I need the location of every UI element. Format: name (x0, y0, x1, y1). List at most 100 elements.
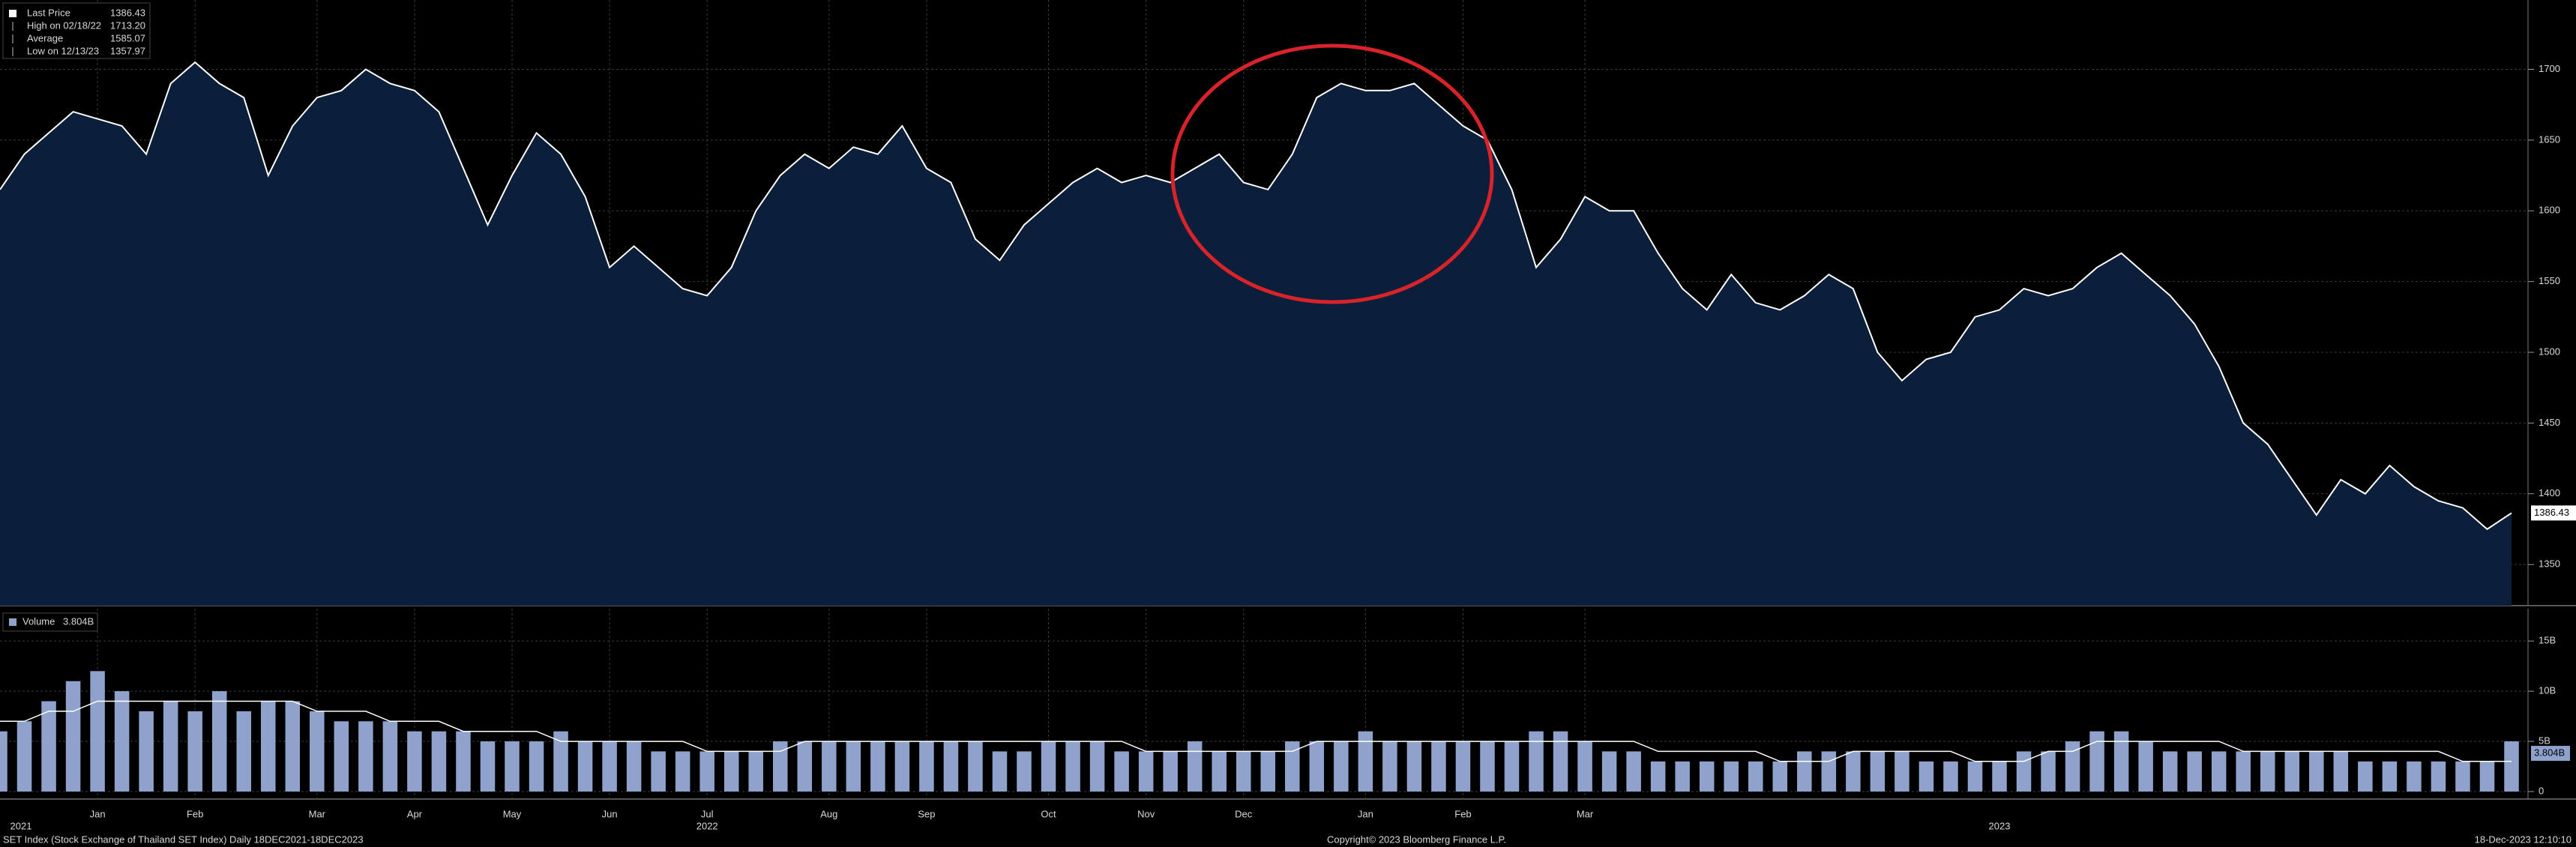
volume-bar (1821, 751, 1837, 792)
x-year-label: 2022 (696, 820, 718, 831)
volume-bar (431, 731, 447, 792)
volume-bar (2113, 731, 2129, 792)
volume-bar (1748, 761, 1763, 792)
volume-bar (919, 741, 934, 792)
y-tick-label: 10B (2539, 685, 2556, 696)
x-tick-label: Sep (918, 808, 935, 819)
volume-bar (1967, 761, 1983, 792)
volume-bar (1334, 741, 1349, 792)
legend-value: 1713.20 (110, 19, 145, 31)
y-tick-label: 1600 (2539, 205, 2560, 216)
legend-value: 1585.07 (110, 32, 145, 43)
volume-bar (1650, 761, 1666, 792)
volume-bar (1138, 751, 1154, 792)
legend-value: 3.804B (63, 615, 94, 627)
legend-value: 1357.97 (110, 45, 145, 56)
volume-bar (407, 731, 422, 792)
footer-right: 18-Dec-2023 12:10:10 (2475, 834, 2572, 845)
volume-bar (577, 741, 593, 792)
volume-bar (773, 741, 788, 792)
volume-bar (553, 731, 568, 792)
volume-bar (187, 711, 202, 792)
volume-bar (1358, 731, 1373, 792)
volume-bar (2041, 751, 2056, 792)
volume-bar (1626, 751, 1641, 792)
x-tick-label: Mar (1577, 808, 1594, 819)
volume-bar (2333, 751, 2349, 792)
volume-bar (1382, 741, 1397, 792)
volume-bar (894, 741, 910, 792)
legend-label: Last Price (27, 7, 70, 18)
volume-bar (2309, 751, 2324, 792)
volume-bar (0, 731, 7, 792)
volume-bar (699, 751, 714, 792)
volume-bar (2479, 761, 2495, 792)
volume-bar (1919, 761, 1934, 792)
volume-bar (2089, 731, 2104, 792)
volume-bar (2236, 751, 2251, 792)
volume-bar (1187, 741, 1203, 792)
volume-bar (1992, 761, 2007, 792)
y-tick-label: 0 (2539, 785, 2544, 796)
volume-bar (626, 741, 642, 792)
x-tick-label: Mar (309, 808, 326, 819)
volume-bar (651, 751, 666, 792)
volume-bar (2260, 751, 2275, 792)
volume-bar (1675, 761, 1690, 792)
volume-bar (602, 741, 617, 792)
x-tick-label: Jun (602, 808, 618, 819)
volume-bar (2504, 741, 2519, 792)
price-area (0, 62, 2512, 606)
y-tick-label: 1350 (2539, 558, 2560, 570)
volume-bar (16, 721, 32, 792)
legend-label: Volume (22, 615, 55, 627)
x-tick-label: Feb (1454, 808, 1471, 819)
legend-value: 1386.43 (110, 7, 145, 18)
volume-bar (2065, 741, 2080, 792)
volume-bar (2407, 761, 2422, 792)
x-tick-label: Apr (407, 808, 423, 819)
legend-label: Average (27, 32, 63, 43)
volume-bar (1260, 751, 1276, 792)
volume-bar (261, 701, 276, 792)
x-tick-label: Jul (701, 808, 714, 819)
y-tick-label: 1700 (2539, 63, 2560, 74)
volume-bar (1089, 741, 1105, 792)
volume-bar (236, 711, 251, 792)
legend-label: Low on 12/13/23 (27, 45, 99, 56)
volume-bar (2138, 741, 2153, 792)
x-year-label: 2021 (10, 820, 32, 831)
y-tick-label: 5B (2539, 735, 2551, 746)
footer-center: Copyright© 2023 Bloomberg Finance L.P. (1327, 834, 1506, 845)
volume-bar (1212, 751, 1227, 792)
volume-tag-label: 3.804B (2534, 747, 2565, 759)
volume-bar (1017, 751, 1032, 792)
highlight-ellipse (1170, 43, 1494, 304)
volume-bar (2431, 761, 2446, 792)
x-tick-label: Oct (1041, 808, 1056, 819)
volume-bar (1406, 741, 1422, 792)
volume-bar (1285, 741, 1300, 792)
volume-bar (285, 701, 301, 792)
volume-bar (1041, 741, 1056, 792)
y-tick-label: 1550 (2539, 275, 2560, 286)
volume-bar (1065, 741, 1080, 792)
volume-bar (1309, 741, 1325, 792)
volume-bar (2358, 761, 2373, 792)
volume-bar (1553, 731, 1568, 792)
volume-bar (505, 741, 520, 792)
volume-bar (1943, 761, 1958, 792)
volume-bar (1601, 751, 1617, 792)
volume-bar (968, 741, 983, 792)
volume-bar (1577, 741, 1592, 792)
volume-bar (310, 711, 325, 792)
volume-bar (748, 751, 764, 792)
volume-bar (529, 741, 544, 792)
volume-bar (1236, 751, 1251, 792)
y-tick-label: 1500 (2539, 346, 2560, 357)
volume-bar (846, 741, 861, 792)
volume-bar (65, 681, 81, 792)
volume-bar (2382, 761, 2398, 792)
volume-bar (1699, 761, 1715, 792)
